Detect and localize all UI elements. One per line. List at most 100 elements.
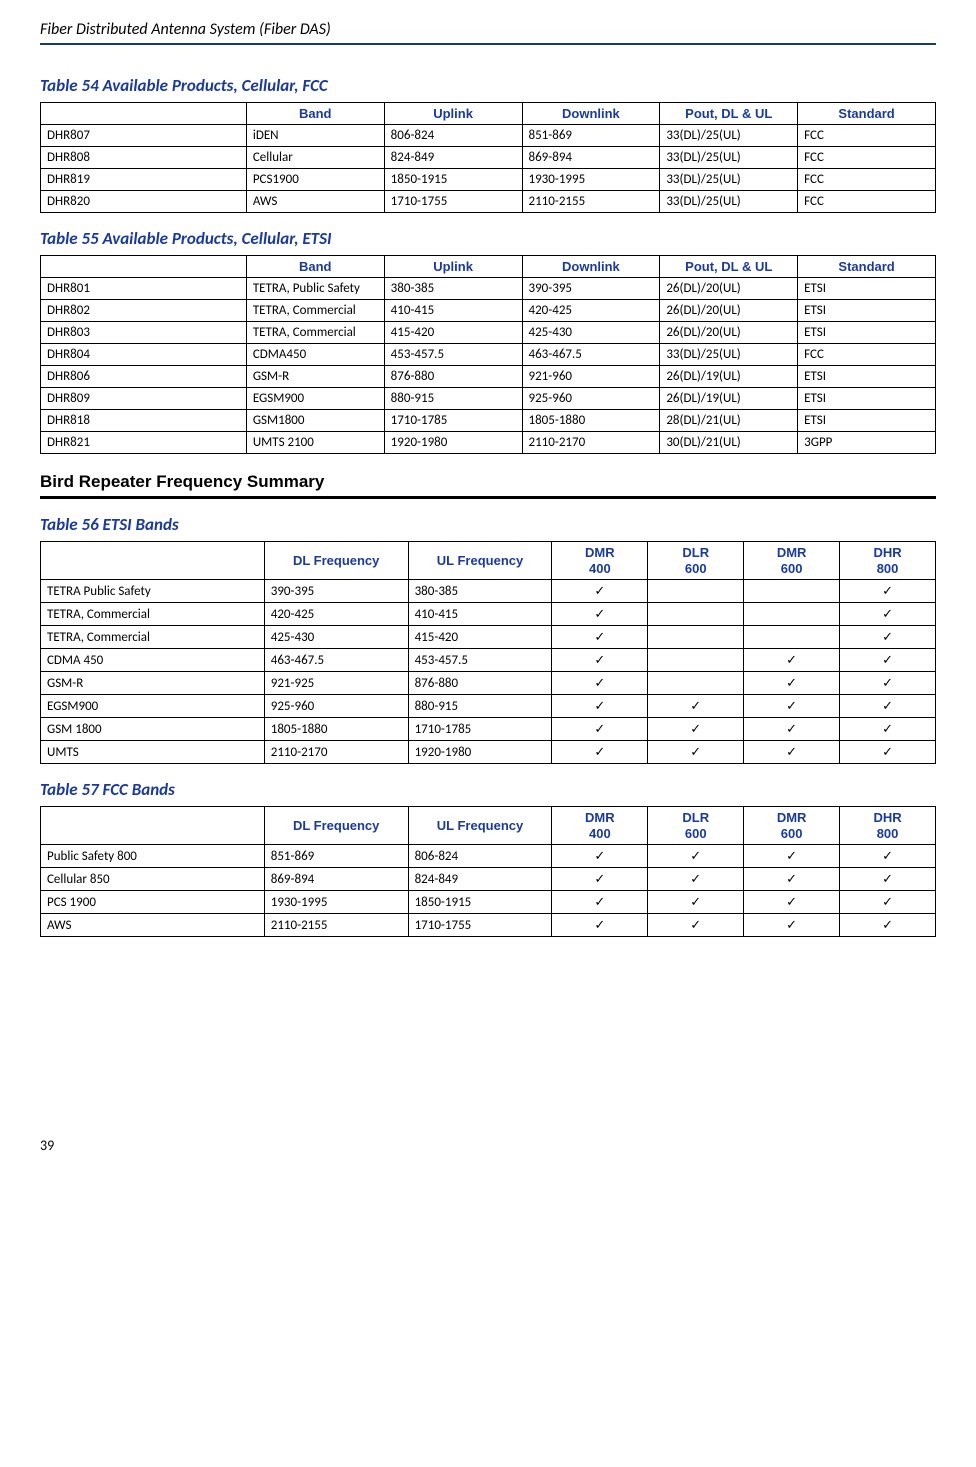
table-row: AWS2110-21551710-1755✓✓✓✓ (41, 914, 936, 937)
table-cell: 425-430 (522, 322, 660, 344)
table56-header-5: DMR600 (744, 542, 840, 580)
table-cell: TETRA, Commercial (246, 300, 384, 322)
table-cell: 1930-1995 (522, 169, 660, 191)
table-cell: ✓ (552, 672, 648, 695)
table-cell: 410-415 (384, 300, 522, 322)
table-cell: 390-395 (522, 278, 660, 300)
table-cell: 921-960 (522, 366, 660, 388)
table-cell: ✓ (840, 741, 936, 764)
table57-header-5: DMR600 (744, 807, 840, 845)
table-cell (648, 580, 744, 603)
table-cell: iDEN (246, 125, 384, 147)
table-cell: ✓ (840, 580, 936, 603)
table-cell: Cellular 850 (41, 868, 265, 891)
table-cell (648, 603, 744, 626)
table-cell: 3GPP (798, 432, 936, 454)
table-cell: 824-849 (408, 868, 552, 891)
table54-header-0 (41, 103, 247, 125)
table-cell: 2110-2155 (264, 914, 408, 937)
table-row: DHR809EGSM900880-915925-96026(DL)/19(UL)… (41, 388, 936, 410)
table-cell: ✓ (744, 649, 840, 672)
table-cell: 1850-1915 (408, 891, 552, 914)
table-cell: 420-425 (264, 603, 408, 626)
table55: Band Uplink Downlink Pout, DL & UL Stand… (40, 255, 936, 454)
table-row: CDMA 450463-467.5453-457.5✓✓✓ (41, 649, 936, 672)
table-cell: ✓ (744, 845, 840, 868)
table-cell: ✓ (552, 718, 648, 741)
table-cell: 806-824 (408, 845, 552, 868)
table-cell: 1805-1880 (264, 718, 408, 741)
table-row: Public Safety 800851-869806-824✓✓✓✓ (41, 845, 936, 868)
table-cell: ✓ (840, 868, 936, 891)
table-cell: 380-385 (408, 580, 552, 603)
table-cell: ✓ (840, 603, 936, 626)
table-cell: ✓ (552, 580, 648, 603)
table-cell: GSM-R (41, 672, 265, 695)
table55-header-5: Standard (798, 256, 936, 278)
table-cell: ✓ (552, 914, 648, 937)
table-cell: ✓ (648, 868, 744, 891)
table-row: TETRA, Commercial420-425410-415✓✓ (41, 603, 936, 626)
table-row: DHR821UMTS 21001920-19802110-217030(DL)/… (41, 432, 936, 454)
table-cell: ✓ (648, 891, 744, 914)
table-cell: 30(DL)/21(UL) (660, 432, 798, 454)
table-cell: 463-467.5 (522, 344, 660, 366)
table-cell: 2110-2155 (522, 191, 660, 213)
table-cell: CDMA450 (246, 344, 384, 366)
table-cell: 2110-2170 (264, 741, 408, 764)
table-cell: ETSI (798, 278, 936, 300)
table-row: DHR806GSM-R876-880921-96026(DL)/19(UL)ET… (41, 366, 936, 388)
table54-header-2: Uplink (384, 103, 522, 125)
table56-header-2: UL Frequency (408, 542, 552, 580)
table-cell: 425-430 (264, 626, 408, 649)
table-cell: 26(DL)/19(UL) (660, 366, 798, 388)
table-cell: DHR804 (41, 344, 247, 366)
table54-header-5: Standard (798, 103, 936, 125)
table-cell: ✓ (744, 868, 840, 891)
table55-header-3: Downlink (522, 256, 660, 278)
table-cell: AWS (246, 191, 384, 213)
table-cell: DHR808 (41, 147, 247, 169)
table-cell: TETRA, Public Safety (246, 278, 384, 300)
table-row: DHR803TETRA, Commercial415-420425-43026(… (41, 322, 936, 344)
table-cell: 453-457.5 (408, 649, 552, 672)
table-cell: FCC (798, 344, 936, 366)
table-cell: Public Safety 800 (41, 845, 265, 868)
table-cell: ✓ (840, 672, 936, 695)
table-cell: 380-385 (384, 278, 522, 300)
table-cell: ✓ (840, 695, 936, 718)
table-cell: TETRA, Commercial (246, 322, 384, 344)
table-cell: ✓ (840, 718, 936, 741)
table-cell: 1710-1785 (408, 718, 552, 741)
table-cell: ✓ (744, 718, 840, 741)
table-cell: PCS1900 (246, 169, 384, 191)
table-cell: 1710-1785 (384, 410, 522, 432)
section-repeater-summary: Bird Repeater Frequency Summary (40, 472, 936, 499)
table57-header-0 (41, 807, 265, 845)
table-cell: TETRA Public Safety (41, 580, 265, 603)
table-cell: 410-415 (408, 603, 552, 626)
table-cell: ✓ (552, 626, 648, 649)
table-row: TETRA, Commercial425-430415-420✓✓ (41, 626, 936, 649)
table56-header-0 (41, 542, 265, 580)
table-row: TETRA Public Safety390-395380-385✓✓ (41, 580, 936, 603)
table-row: DHR819PCS19001850-1915 1930-199533(DL)/2… (41, 169, 936, 191)
table-cell: 26(DL)/20(UL) (660, 278, 798, 300)
table-cell: ✓ (552, 695, 648, 718)
table-cell: 1920-1980 (408, 741, 552, 764)
table-cell: ✓ (648, 718, 744, 741)
table-cell: ETSI (798, 366, 936, 388)
table-cell: FCC (798, 191, 936, 213)
table-cell: ETSI (798, 300, 936, 322)
table56-title: Table 56 ETSI Bands (40, 514, 936, 535)
table57-header-2: UL Frequency (408, 807, 552, 845)
table-cell: 1920-1980 (384, 432, 522, 454)
table-cell: 26(DL)/19(UL) (660, 388, 798, 410)
table54-title: Table 54 Available Products, Cellular, F… (40, 75, 936, 96)
table-cell: AWS (41, 914, 265, 937)
table-cell: 420-425 (522, 300, 660, 322)
table57-title: Table 57 FCC Bands (40, 779, 936, 800)
table-cell: 1710-1755 (384, 191, 522, 213)
table-cell: ✓ (648, 695, 744, 718)
table-cell: 1850-1915 (384, 169, 522, 191)
